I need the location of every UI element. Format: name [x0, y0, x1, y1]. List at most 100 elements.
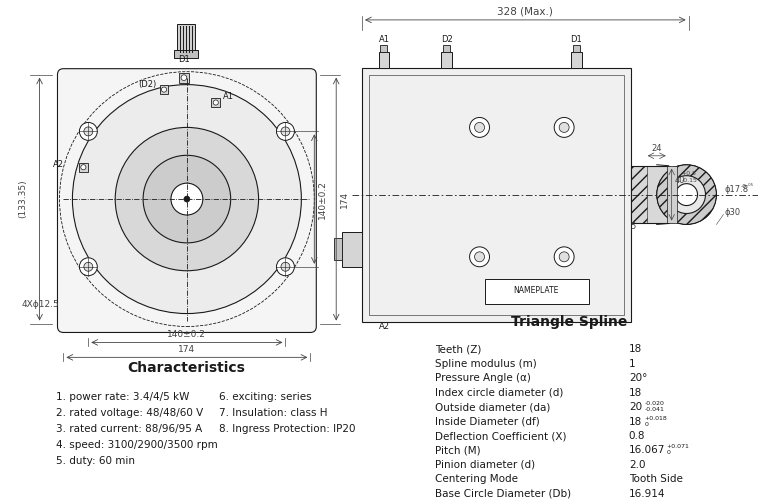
Circle shape: [470, 247, 489, 267]
Text: D1: D1: [178, 55, 190, 64]
Text: 2. rated voltage: 48/48/60 V: 2. rated voltage: 48/48/60 V: [56, 408, 204, 418]
Bar: [442, 52, 452, 68]
Text: 3. rated current: 88/96/95 A: 3. rated current: 88/96/95 A: [56, 424, 203, 434]
Bar: [631, 166, 647, 223]
Text: Outside diameter (da): Outside diameter (da): [435, 402, 550, 412]
Circle shape: [470, 117, 489, 137]
Text: Spline modulus (m): Spline modulus (m): [435, 359, 537, 369]
Text: D1: D1: [570, 35, 582, 44]
Text: -0.020: -0.020: [644, 401, 665, 406]
Text: -0⋅⁰⁵: -0⋅⁰⁵: [740, 184, 753, 189]
Text: Inside Diameter (df): Inside Diameter (df): [435, 416, 540, 426]
Text: 0: 0: [667, 450, 670, 455]
Text: ϕ17.8: ϕ17.8: [724, 185, 749, 194]
Text: 1: 1: [629, 359, 635, 369]
Circle shape: [181, 75, 187, 81]
Circle shape: [84, 127, 93, 136]
Text: +0.071: +0.071: [667, 444, 689, 449]
Text: -0.041: -0.041: [644, 407, 665, 412]
Circle shape: [559, 252, 569, 262]
Text: (D2): (D2): [138, 80, 156, 89]
Text: 328 (Max.): 328 (Max.): [497, 7, 553, 17]
Text: Triangle Spline: Triangle Spline: [511, 316, 627, 330]
Text: Pressure Angle (α): Pressure Angle (α): [435, 373, 530, 383]
Bar: [443, 45, 450, 52]
Text: D2: D2: [441, 35, 452, 44]
Bar: [667, 166, 676, 223]
Circle shape: [84, 263, 93, 271]
Text: Deflection Coefficient (X): Deflection Coefficient (X): [435, 431, 566, 441]
Text: (133.35): (133.35): [19, 180, 27, 218]
Circle shape: [277, 122, 294, 140]
Text: 24: 24: [651, 144, 662, 153]
Text: 6. exciting: series: 6. exciting: series: [219, 392, 312, 402]
Text: Characteristics: Characteristics: [127, 361, 245, 375]
Circle shape: [72, 85, 302, 314]
Circle shape: [79, 258, 97, 276]
Circle shape: [143, 155, 231, 243]
Bar: [179, 73, 189, 83]
Bar: [381, 45, 388, 52]
Text: Pitch (M): Pitch (M): [435, 445, 480, 455]
Circle shape: [554, 247, 574, 267]
Text: A1: A1: [223, 92, 234, 101]
Text: 5. duty: 60 min: 5. duty: 60 min: [56, 456, 135, 466]
Text: 7. Insulation: class H: 7. Insulation: class H: [219, 408, 328, 418]
Circle shape: [214, 100, 218, 105]
Circle shape: [171, 183, 203, 215]
Text: 174: 174: [179, 345, 195, 354]
Circle shape: [116, 127, 258, 271]
Text: 18: 18: [629, 344, 642, 354]
Circle shape: [281, 127, 290, 136]
Text: 0.8: 0.8: [629, 431, 645, 441]
Bar: [160, 85, 169, 94]
FancyBboxPatch shape: [58, 69, 316, 333]
Circle shape: [161, 87, 166, 92]
Text: 4Xϕ12.5: 4Xϕ12.5: [22, 300, 59, 309]
Text: 20°: 20°: [629, 373, 648, 383]
Bar: [342, 232, 362, 267]
Circle shape: [184, 196, 190, 202]
Bar: [362, 68, 631, 322]
Bar: [571, 52, 581, 68]
Bar: [79, 163, 88, 172]
Text: -0.15: -0.15: [682, 178, 698, 183]
Text: +0.018: +0.018: [644, 416, 667, 420]
Text: 4. speed: 3100/2900/3500 rpm: 4. speed: 3100/2900/3500 rpm: [56, 440, 218, 450]
Text: +0.5: +0.5: [682, 171, 697, 176]
Text: Tooth Side: Tooth Side: [629, 474, 682, 484]
Text: A2: A2: [52, 160, 63, 169]
Text: 140±0.2: 140±0.2: [167, 331, 206, 340]
Text: A1: A1: [378, 35, 389, 44]
Bar: [334, 238, 342, 260]
Bar: [211, 98, 220, 107]
Text: Centering Mode: Centering Mode: [435, 474, 518, 484]
Bar: [174, 50, 198, 58]
Circle shape: [79, 122, 97, 140]
Text: 1. power rate: 3.4/4/5 kW: 1. power rate: 3.4/4/5 kW: [56, 392, 190, 402]
Circle shape: [81, 165, 86, 170]
Circle shape: [281, 263, 290, 271]
Circle shape: [474, 122, 485, 132]
Circle shape: [668, 176, 705, 213]
Text: 16.914: 16.914: [629, 489, 665, 499]
Text: 20: 20: [629, 402, 642, 412]
Circle shape: [559, 122, 569, 132]
Text: 18: 18: [629, 388, 642, 398]
Text: 40: 40: [675, 176, 686, 185]
Text: A2: A2: [378, 323, 389, 332]
Text: 140±0.2: 140±0.2: [318, 180, 328, 218]
Text: 18: 18: [629, 416, 642, 426]
Circle shape: [474, 252, 485, 262]
Circle shape: [657, 165, 717, 224]
Text: Teeth (Z): Teeth (Z): [435, 344, 481, 354]
Text: NAMEPLATE: NAMEPLATE: [514, 286, 559, 295]
Text: 174: 174: [340, 190, 349, 207]
Circle shape: [277, 258, 294, 276]
Circle shape: [676, 184, 698, 205]
Bar: [369, 75, 624, 315]
Circle shape: [554, 117, 574, 137]
Bar: [485, 279, 589, 304]
Bar: [378, 52, 389, 68]
Text: ϕ30: ϕ30: [724, 208, 740, 217]
